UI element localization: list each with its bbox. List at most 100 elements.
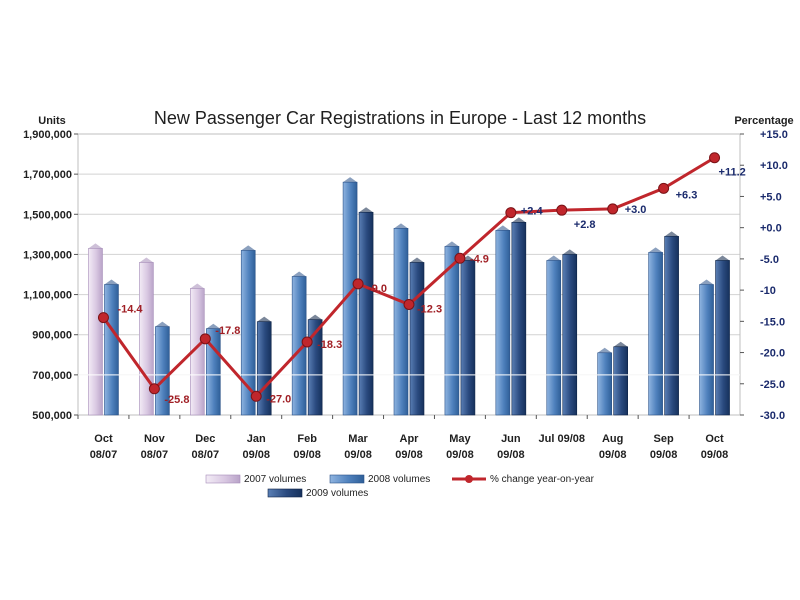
right-tick-label: +5.0: [760, 191, 782, 203]
bar-cap-s2008-3: [241, 245, 256, 251]
left-axis-unit: Units: [38, 115, 66, 127]
right-tick-label: -20.0: [760, 348, 785, 360]
bar-s2009-12: [715, 260, 730, 416]
right-tick-label: -10: [760, 285, 776, 297]
line-point-10: [607, 203, 619, 215]
right-tick-label: +0.0: [760, 223, 782, 235]
bar-cap-s2009-12: [715, 255, 730, 261]
x-tick-label-line2: 09/08: [344, 449, 372, 461]
line-data-label-11: +6.3: [676, 189, 698, 201]
x-tick-label-line1: Jul 09/08: [539, 433, 585, 445]
x-tick-label-line2: 09/08: [497, 449, 525, 461]
bar-s2009-10: [613, 346, 628, 416]
x-tick-label-line2: 09/08: [599, 449, 627, 461]
bar-s2009-5: [358, 211, 374, 416]
right-tick-label: -25.0: [760, 379, 785, 391]
left-tick-label: 700,000: [32, 370, 72, 382]
x-tick-label-line1: Feb: [297, 433, 317, 445]
x-tick-label-line1: Apr: [400, 433, 420, 445]
legend-swatch-2007: [205, 474, 241, 484]
bar-cap-s2008-9: [546, 255, 561, 261]
right-tick-label: -5.0: [760, 254, 779, 266]
line-data-label-2: -17.8: [215, 325, 240, 337]
bar-s2008-0: [104, 284, 119, 416]
x-tick-label-line2: 09/08: [395, 449, 423, 461]
plot-frame: [77, 133, 741, 416]
x-tick-label-line1: Dec: [195, 433, 215, 445]
bar-cap-s2008-5: [343, 177, 358, 183]
line-point-11: [658, 182, 670, 194]
legend-swatch-marker: [465, 475, 473, 483]
bar-s2008-11: [648, 252, 663, 416]
line-point-5: [352, 278, 364, 290]
bar-cap-s2009-10: [613, 341, 628, 347]
right-tick-label: -30.0: [760, 410, 785, 422]
bar-s2008-12: [699, 284, 714, 416]
bar-s2008-10: [597, 352, 612, 416]
x-tick-label-line2: 08/07: [141, 449, 169, 461]
line-data-label-5: -9.0: [368, 283, 387, 295]
right-tick-label: -15.0: [760, 316, 785, 328]
bar-cap-s2007-1: [139, 257, 154, 263]
bar-cap-s2008-12: [699, 279, 714, 285]
line-point-6: [403, 298, 415, 310]
bar-cap-s2009-6: [410, 257, 424, 263]
line-data-label-3: -27.0: [266, 393, 291, 405]
bar-s2009-8: [511, 222, 527, 416]
legend-label-pct: % change year-on-year: [490, 474, 595, 485]
line-data-label-10: +3.0: [625, 204, 647, 216]
left-tick-label: 500,000: [32, 410, 72, 422]
line-data-label-6: -12.3: [417, 303, 442, 315]
bar-s2008-9: [546, 260, 562, 416]
bar-cap-s2008-1: [155, 321, 170, 327]
x-tick-label-line1: Aug: [602, 433, 623, 445]
bar-s2007-0: [88, 248, 103, 416]
line-point-9: [556, 204, 568, 216]
bar-cap-s2008-11: [648, 247, 663, 253]
legend-label-2007: 2007 volumes: [244, 474, 306, 485]
line-point-2: [199, 333, 211, 345]
bar-cap-s2008-8: [495, 225, 510, 231]
x-tick-label-line2: 09/08: [446, 449, 474, 461]
x-tick-label-line2: 09/08: [293, 449, 321, 461]
bar-cap-s2009-3: [257, 316, 272, 322]
bar-cap-s2008-7: [444, 241, 459, 247]
bar-s2008-3: [240, 250, 256, 416]
x-tick-label-line1: May: [449, 433, 471, 445]
chart-title: New Passenger Car Registrations in Europ…: [154, 108, 646, 128]
bar-cap-s2008-0: [104, 279, 119, 285]
line-data-label-8: +2.4: [521, 206, 544, 218]
plot-area: 1,900,000 1,700,000 1,500,000 1,300,000 1,10…: [23, 129, 788, 461]
line-point-12: [709, 152, 721, 164]
line-data-label-4: -18.3: [317, 339, 342, 351]
right-axis-unit: Percentage: [734, 115, 793, 127]
left-tick-label: 1,900,000: [23, 129, 72, 141]
bar-s2009-9: [562, 254, 578, 416]
bar-cap-s2007-0: [88, 243, 103, 249]
x-tick-label-line1: Jan: [247, 433, 266, 445]
x-tick-label-line1: Jun: [501, 433, 521, 445]
bar-cap-s2008-10: [597, 347, 612, 353]
line-point-8: [505, 207, 517, 219]
line-data-label-12: +11.2: [719, 167, 746, 179]
legend-swatch-2008: [329, 474, 365, 484]
bar-s2008-6: [393, 228, 409, 416]
bar-cap-s2009-5: [359, 207, 374, 213]
bar-s2008-8: [495, 230, 511, 416]
x-tick-label-line1: Oct: [705, 433, 724, 445]
left-tick-label: 1,100,000: [23, 290, 72, 302]
right-tick-label: +15.0: [760, 129, 788, 141]
left-tick-label: 900,000: [32, 330, 72, 342]
legend-label-2009: 2009 volumes: [306, 488, 368, 499]
line-point-3: [250, 390, 262, 402]
legend: 2007 volumes 2008 volumes % change year-on…: [205, 474, 595, 499]
bar-cap-s2008-6: [394, 223, 408, 229]
line-point-1: [148, 383, 160, 395]
bar-cap-s2008-2: [206, 323, 221, 329]
x-tick-label-line1: Mar: [348, 433, 368, 445]
bar-cap-s2009-11: [664, 231, 679, 237]
legend-swatch-2009: [267, 488, 303, 498]
bar-s2009-11: [664, 236, 679, 416]
left-tick-label: 1,300,000: [23, 249, 72, 261]
bar-cap-s2009-8: [511, 217, 526, 223]
